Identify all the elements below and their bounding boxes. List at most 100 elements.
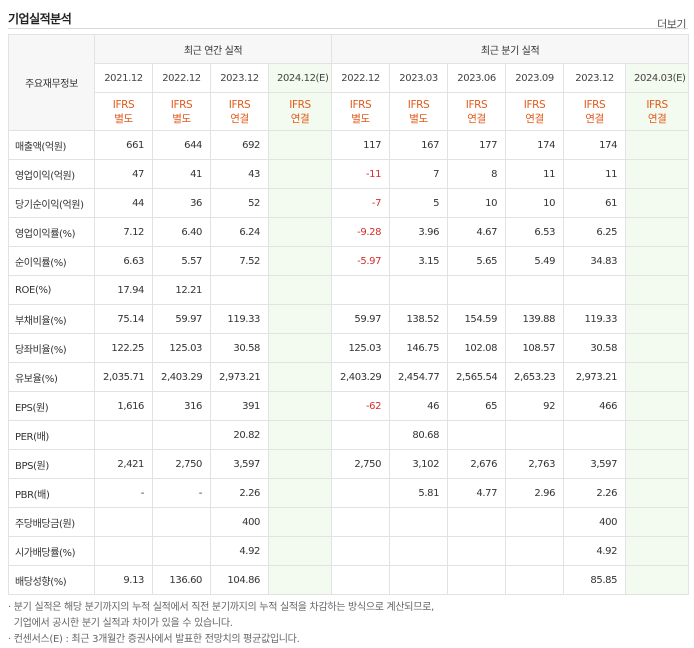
ifrs-label: IFRS [646, 98, 668, 111]
table-cell [447, 275, 507, 305]
table-cell: 2,421 [94, 449, 153, 479]
title-divider [8, 28, 688, 29]
table-cell [331, 536, 391, 566]
period-header: 2023.03 [389, 63, 449, 93]
row-label: BPS(원) [8, 449, 95, 479]
table-cell: 52 [210, 188, 269, 218]
table-cell [267, 420, 333, 450]
table-cell: 2,653.23 [505, 362, 565, 392]
table-row: 시가배당률(%) 4.92 4.92 [8, 536, 690, 566]
table-cell: -11 [331, 159, 391, 189]
table-cell [389, 536, 449, 566]
table-cell: 146.75 [389, 333, 449, 363]
period-header: 2021.12 [94, 63, 153, 93]
table-cell [447, 507, 507, 537]
basis-label: 별도 [409, 112, 428, 125]
table-row: 영업이익(억원) 47 41 43 -11 7 8 11 11 [8, 159, 690, 189]
table-cell [331, 565, 391, 595]
ifrs-basis-header: IFRS 연결 [267, 92, 333, 131]
table-cell [625, 217, 690, 247]
table-cell [625, 333, 690, 363]
table-cell: 2,973.21 [563, 362, 627, 392]
ifrs-basis-header: IFRS 연결 [210, 92, 269, 131]
table-cell: -5.97 [331, 246, 391, 276]
row-label: 영업이익(억원) [8, 159, 95, 189]
table-cell [563, 420, 627, 450]
table-cell [267, 304, 333, 334]
table-row: 주당배당금(원) 400 400 [8, 507, 690, 537]
table-row: 당좌비율(%) 122.25 125.03 30.58 125.03 146.75 102.… [8, 333, 690, 363]
table-cell: 46 [389, 391, 449, 421]
period-header: 2022.12 [152, 63, 211, 93]
table-cell: 174 [563, 130, 627, 160]
table-cell [625, 362, 690, 392]
table-cell: 125.03 [331, 333, 391, 363]
table-cell: 1,616 [94, 391, 153, 421]
table-cell [625, 449, 690, 479]
table-cell: 2.96 [505, 478, 565, 508]
table-cell: 7 [389, 159, 449, 189]
table-cell [625, 507, 690, 537]
table-cell [447, 565, 507, 595]
table-cell: 316 [152, 391, 211, 421]
table-cell [210, 275, 269, 305]
table-cell: 80.68 [389, 420, 449, 450]
table-cell [94, 507, 153, 537]
row-label: PBR(배) [8, 478, 95, 508]
ifrs-basis-header: IFRS 별도 [331, 92, 391, 131]
group-quarter-header: 최근 분기 실적 [331, 34, 690, 64]
table-cell: 2,763 [505, 449, 565, 479]
table-cell: 30.58 [563, 333, 627, 363]
table-cell [625, 565, 690, 595]
table-cell [267, 507, 333, 537]
table-cell [267, 333, 333, 363]
table-cell: 6.53 [505, 217, 565, 247]
table-cell: 92 [505, 391, 565, 421]
ifrs-label: IFRS [349, 98, 372, 111]
table-cell: -9.28 [331, 217, 391, 247]
more-link[interactable]: 더보기 [657, 18, 686, 31]
row-label: 주당배당금(원) [8, 507, 95, 537]
table-cell [152, 420, 211, 450]
table-cell: 167 [389, 130, 449, 160]
period-header: 2023.06 [447, 63, 507, 93]
basis-label: 연결 [585, 112, 604, 125]
table-cell: 119.33 [563, 304, 627, 334]
ifrs-label: IFRS [289, 98, 311, 111]
table-cell: 43 [210, 159, 269, 189]
table-cell: 139.88 [505, 304, 565, 334]
table-row: BPS(원) 2,421 2,750 3,597 2,750 3,102 2,676 2,76… [8, 449, 690, 479]
table-row: 순이익률(%) 6.63 5.57 7.52 -5.97 3.15 5.65 5.49 34.8… [8, 246, 690, 276]
table-cell: 10 [505, 188, 565, 218]
table-row: 부채비율(%) 75.14 59.97 119.33 59.97 138.52 154.59… [8, 304, 690, 334]
table-cell: 3,102 [389, 449, 449, 479]
table-cell: 65 [447, 391, 507, 421]
group-annual-header: 최근 연간 실적 [93, 34, 333, 64]
table-cell [625, 275, 690, 305]
table-cell [389, 565, 449, 595]
table-row: PER(배) 20.82 80.68 [8, 420, 690, 450]
table-cell [94, 420, 153, 450]
period-header: 2023.12 [210, 63, 269, 93]
ifrs-basis-header: IFRS 연결 [447, 92, 507, 131]
financial-table: 주요재무정보 최근 연간 실적 최근 분기 실적 2021.12 2022.12 2… [8, 34, 690, 595]
period-header: 2024.12(E) [267, 63, 333, 93]
table-cell: 466 [563, 391, 627, 421]
table-cell: 119.33 [210, 304, 269, 334]
row-label: 유보율(%) [8, 362, 95, 392]
row-label: PER(배) [8, 420, 95, 450]
table-cell: 59.97 [331, 304, 391, 334]
table-cell [625, 391, 690, 421]
row-label: EPS(원) [8, 391, 95, 421]
table-row: 매출액(억원) 661 644 692 117 167 177 174 174 [8, 130, 690, 160]
row-label: 순이익률(%) [8, 246, 95, 276]
table-cell [505, 420, 565, 450]
footnote-1: · 분기 실적은 해당 분기까지의 누적 실적에서 직전 분기까지의 누적 실적… [8, 602, 434, 613]
table-cell: 41 [152, 159, 211, 189]
corner-header: 주요재무정보 [8, 34, 95, 131]
basis-label: 연결 [290, 112, 310, 125]
table-cell: 2,565.54 [447, 362, 507, 392]
table-cell: 9.13 [94, 565, 153, 595]
table-cell [267, 449, 333, 479]
row-label: 시가배당률(%) [8, 536, 95, 566]
